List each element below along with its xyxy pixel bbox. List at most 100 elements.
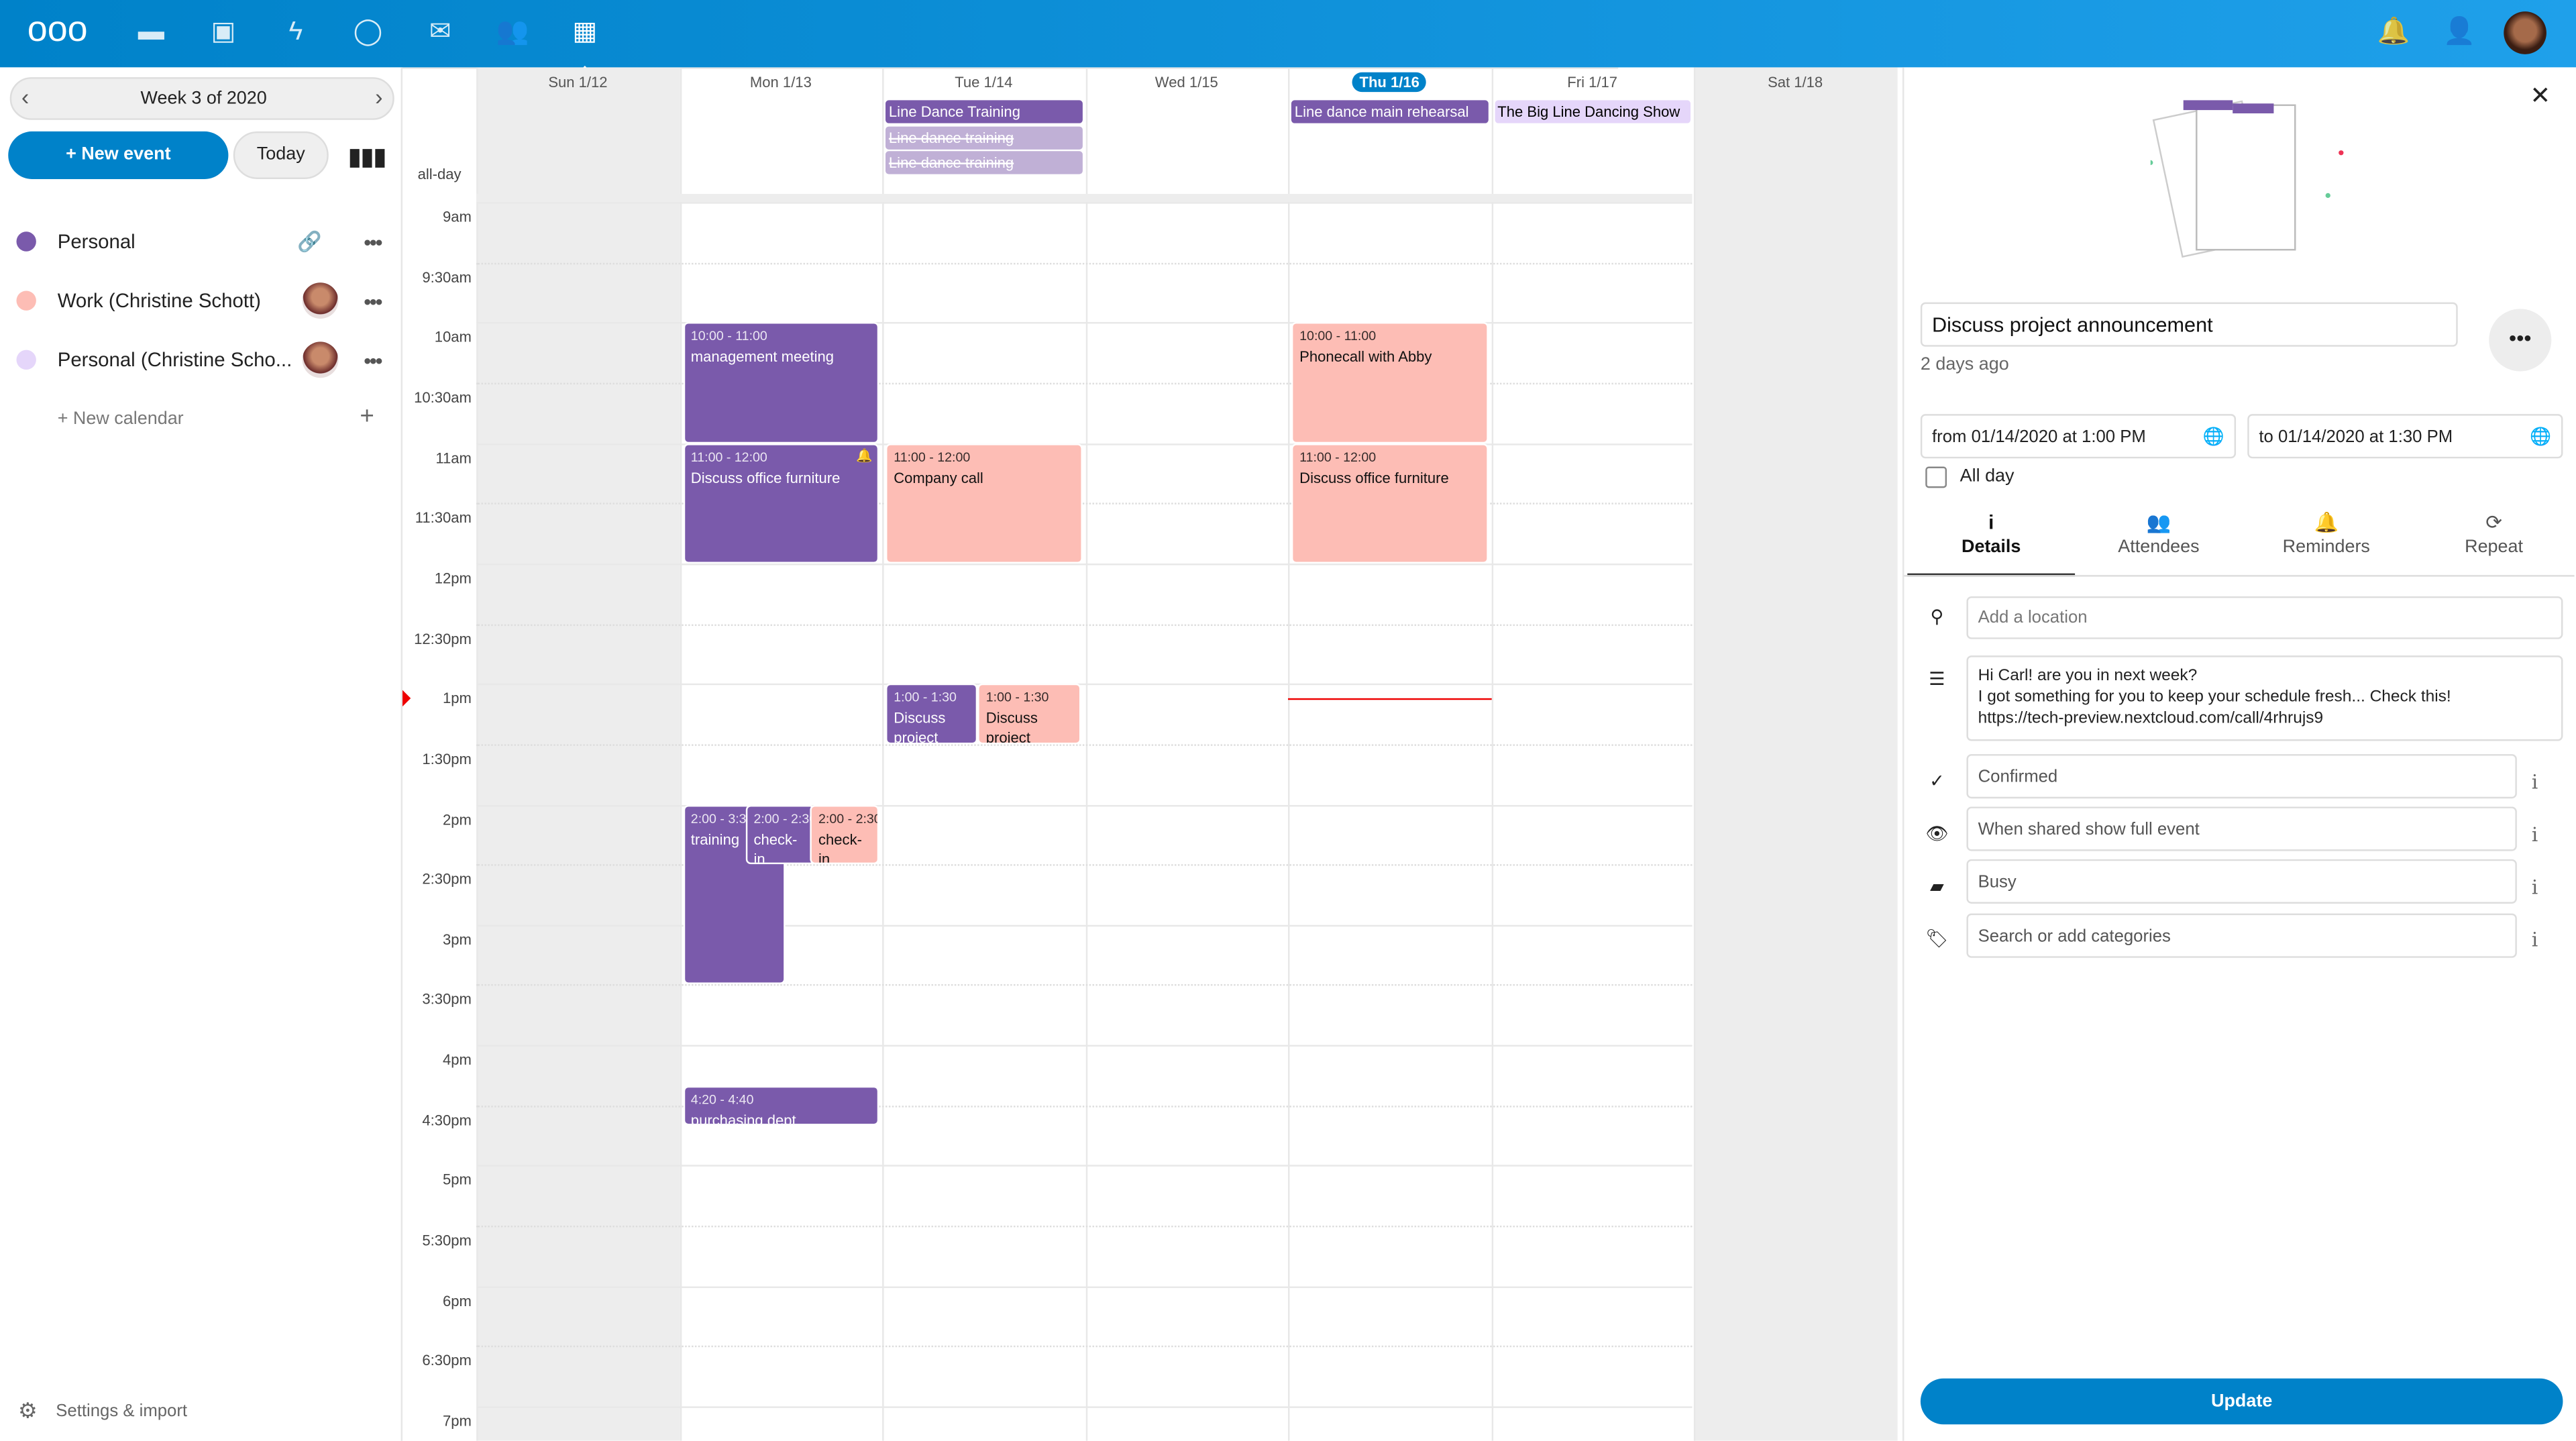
gear-icon[interactable]: ⚙	[17, 1398, 38, 1423]
categories-input[interactable]: Search or add categories	[1966, 913, 2517, 958]
calendar-event[interactable]: 11:00 - 12:00 Company call	[885, 443, 1082, 564]
calendar-item[interactable]: Personal (Christine Scho... •••	[16, 335, 387, 384]
calendar-event[interactable]: 1:00 - 1:30 Discuss project	[977, 684, 1082, 744]
contacts-icon[interactable]: 👥	[496, 17, 529, 46]
calendar-event[interactable]: 1:00 - 1:30 Discuss project announcement	[885, 684, 978, 744]
allday-event[interactable]: Line dance main rehearsal	[1291, 100, 1488, 123]
notifications-icon[interactable]: 🔔	[2377, 17, 2410, 46]
calendar-event[interactable]: 10:00 - 11:00 Phonecall with Abby	[1291, 322, 1488, 443]
end-date-input[interactable]: to 01/14/2020 at 1:30 PM 🌐	[2247, 414, 2563, 459]
calendar-event[interactable]: 10:00 - 11:00 management meeting	[682, 322, 879, 443]
timezone-icon[interactable]: 🌐	[2530, 427, 2552, 447]
more-options-icon[interactable]: •••	[364, 288, 382, 313]
add-icon[interactable]: +	[360, 403, 374, 431]
event-title: training	[690, 830, 740, 847]
visibility-select[interactable]: When shared show full event	[1966, 806, 2517, 851]
day-header[interactable]: Mon 1/13	[680, 67, 882, 97]
event-title-input[interactable]: Discuss project announcement	[1920, 302, 2458, 347]
calendar-name: Work (Christine Schott)	[57, 289, 261, 313]
time-label: 4pm	[442, 1051, 472, 1069]
availability-select[interactable]: Busy	[1966, 859, 2517, 904]
calendar-event[interactable]: 11:00 - 12:00 Discuss office furniture 🔔	[682, 443, 879, 564]
day-column[interactable]	[1288, 67, 1491, 1441]
previous-week-button[interactable]: ‹	[21, 83, 30, 111]
calendar-event[interactable]: 2:00 - 3:30 training	[682, 804, 785, 985]
start-date-input[interactable]: from 01/14/2020 at 1:00 PM 🌐	[1920, 414, 2237, 459]
calendar-icon[interactable]: ▦	[572, 17, 598, 46]
allday-event[interactable]: Line dance training	[885, 151, 1082, 174]
tab-reminders[interactable]: 🔔 Reminders	[2243, 511, 2410, 557]
more-actions-button[interactable]: •••	[2489, 309, 2552, 372]
day-header[interactable]: Wed 1/15	[1085, 67, 1288, 97]
header-divider	[402, 67, 1619, 69]
day-column[interactable]	[679, 67, 882, 1441]
calendar-item[interactable]: Work (Christine Schott) •••	[16, 276, 387, 325]
day-column[interactable]	[882, 67, 1085, 1441]
today-button[interactable]: Today	[233, 131, 329, 179]
day-header[interactable]: Fri 1/17	[1491, 67, 1693, 97]
owner-avatar	[302, 341, 339, 378]
close-icon[interactable]: ✕	[2530, 82, 2551, 111]
calendar-event[interactable]: 11:00 - 12:00 Discuss office furniture	[1291, 443, 1488, 564]
day-column[interactable]	[476, 67, 680, 1441]
calendar-color-dot[interactable]	[16, 290, 36, 311]
calendar-color-dot[interactable]	[16, 350, 36, 370]
allday-event[interactable]: The Big Line Dancing Show	[1494, 100, 1691, 123]
tab-details[interactable]: i Details	[1907, 511, 2075, 557]
day-column[interactable]	[1693, 67, 1897, 1441]
reminder-bell-icon: 🔔	[856, 447, 873, 463]
info-icon[interactable]: i	[2531, 822, 2538, 847]
tab-label: Details	[1961, 537, 2021, 557]
event-title: Discuss office furniture	[1299, 469, 1449, 486]
next-week-button[interactable]: ›	[375, 83, 383, 111]
day-header[interactable]: Tue 1/14	[882, 67, 1085, 97]
description-input[interactable]: Hi Carl! are you in next week? I got som…	[1966, 655, 2563, 741]
timezone-icon[interactable]: 🌐	[2202, 427, 2224, 447]
day-column[interactable]	[1085, 67, 1288, 1441]
calendar-color-dot[interactable]	[16, 231, 36, 252]
allday-event[interactable]: Line Dance Training	[885, 100, 1082, 123]
end-date-text: to 01/14/2020 at 1:30 PM	[2259, 426, 2453, 446]
calendar-event[interactable]: 2:00 - 2:30 check-in	[745, 804, 814, 865]
start-date-text: from 01/14/2020 at 1:00 PM	[1932, 426, 2146, 446]
more-options-icon[interactable]: •••	[364, 347, 382, 372]
location-icon: ⚲	[1930, 608, 1944, 628]
files-icon[interactable]: ▬	[138, 17, 164, 46]
info-icon[interactable]: i	[2531, 928, 2538, 951]
talk-icon[interactable]: ◯	[353, 17, 383, 46]
status-select[interactable]: Confirmed	[1966, 754, 2517, 799]
location-input[interactable]: Add a location	[1966, 596, 2563, 639]
more-options-icon[interactable]: •••	[364, 229, 382, 254]
settings-import-button[interactable]: Settings & import	[56, 1401, 188, 1422]
day-header[interactable]: Sat 1/18	[1694, 67, 1896, 97]
tab-repeat[interactable]: ⟳ Repeat	[2410, 511, 2576, 557]
week-label[interactable]: Week 3 of 2020	[140, 89, 267, 109]
mail-icon[interactable]: ✉	[429, 17, 451, 46]
info-icon[interactable]: i	[2531, 875, 2538, 899]
calendar-item[interactable]: Personal 🔗 •••	[16, 217, 387, 266]
hour-line	[476, 1346, 1693, 1348]
hour-line	[476, 804, 1693, 806]
event-time: 1:00 - 1:30	[894, 690, 957, 706]
time-label: 9am	[442, 209, 472, 225]
calendar-event[interactable]: 4:20 - 4:40 purchasing dept	[682, 1085, 879, 1126]
nextcloud-logo[interactable]: ooo	[27, 8, 88, 50]
photos-icon[interactable]: ▣	[211, 17, 236, 46]
tab-attendees[interactable]: 👥 Attendees	[2075, 511, 2243, 557]
info-icon[interactable]: i	[2531, 770, 2538, 794]
day-header[interactable]: Sun 1/12	[476, 67, 679, 97]
update-button[interactable]: Update	[1920, 1378, 2563, 1425]
activity-icon[interactable]: ϟ	[288, 17, 303, 46]
new-event-button[interactable]: + New event	[8, 131, 229, 179]
event-title: Phonecall with Abby	[1299, 348, 1432, 366]
day-column[interactable]	[1491, 67, 1693, 1441]
view-switcher-icon[interactable]: ▮▮▮	[348, 143, 386, 170]
allday-event[interactable]: Line dance training	[885, 125, 1082, 149]
contacts-menu-icon[interactable]: 👤	[2443, 17, 2476, 46]
day-header[interactable]: Thu 1/16	[1288, 67, 1491, 97]
new-calendar-button[interactable]: + New calendar	[57, 409, 184, 429]
all-day-checkbox[interactable]	[1925, 466, 1947, 488]
share-link-icon[interactable]: 🔗	[297, 229, 323, 254]
user-avatar[interactable]	[2504, 11, 2546, 54]
calendar-event[interactable]: 2:00 - 2:30 check-in	[810, 804, 879, 865]
